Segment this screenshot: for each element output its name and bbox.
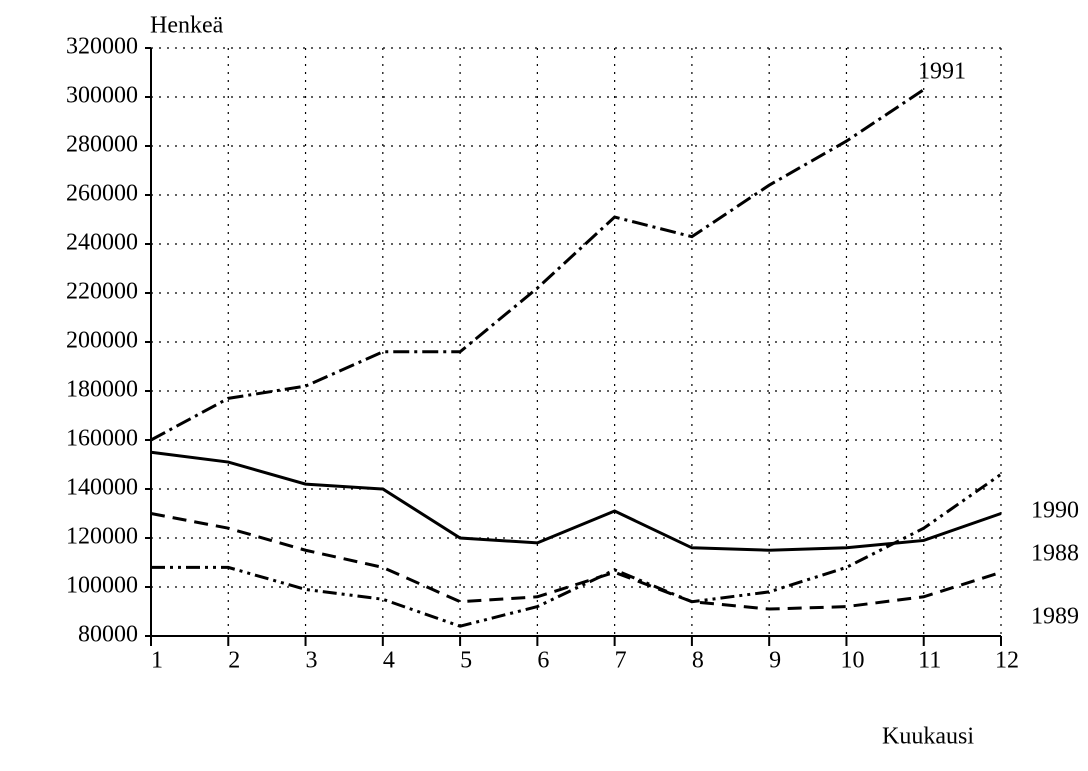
y-tick-label: 80000 <box>78 622 138 648</box>
x-axis-label: Kuukausi <box>882 724 974 750</box>
series-label: 1991 <box>918 59 966 85</box>
x-tick-label: 7 <box>615 648 627 674</box>
x-tick-label: 3 <box>306 648 318 674</box>
series-label: 1988 <box>1031 541 1079 567</box>
series-line <box>151 473 1002 628</box>
y-tick-label: 260000 <box>66 181 138 207</box>
y-tick-label: 200000 <box>66 328 138 354</box>
x-tick-label: 1 <box>151 648 163 674</box>
x-tick-label: 5 <box>460 648 472 674</box>
series-line <box>150 512 1002 611</box>
y-tick-label: 240000 <box>66 230 138 256</box>
y-tick-label: 120000 <box>66 524 138 550</box>
x-tick-label: 4 <box>383 648 395 674</box>
y-tick-label: 140000 <box>66 475 138 501</box>
series-label: 1990 <box>1031 498 1079 524</box>
series-label: 1989 <box>1031 604 1079 630</box>
x-tick-label: 11 <box>918 648 941 674</box>
x-tick-label: 2 <box>228 648 240 674</box>
x-tick-label: 10 <box>840 648 864 674</box>
x-tick-label: 8 <box>692 648 704 674</box>
y-tick-label: 180000 <box>66 377 138 403</box>
y-tick-label: 220000 <box>66 279 138 305</box>
x-tick-label: 9 <box>769 648 781 674</box>
x-tick-label: 6 <box>537 648 549 674</box>
y-axis-label: Henkeä <box>150 13 224 39</box>
series-line <box>150 450 1002 552</box>
y-tick-label: 100000 <box>66 573 138 599</box>
y-tick-label: 160000 <box>66 426 138 452</box>
y-tick-label: 280000 <box>66 132 138 158</box>
series-line <box>150 88 925 442</box>
x-tick-label: 12 <box>995 648 1019 674</box>
y-tick-label: 300000 <box>66 83 138 109</box>
y-tick-label: 320000 <box>66 34 138 60</box>
